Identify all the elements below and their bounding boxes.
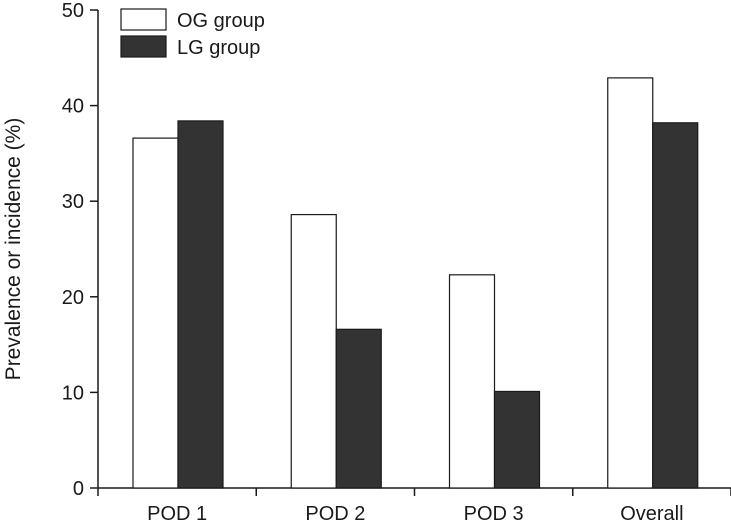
bar-og-pod-2 [290,213,337,489]
y-tick-label: 30 [62,191,84,213]
bar-og-overall [607,77,654,489]
bar-lg-pod-1 [177,120,224,489]
bar-lg-pod-2 [335,328,382,489]
legend: OG group LG group [120,8,265,59]
x-tick-label: Overall [620,503,683,525]
legend-label-og: OG group [177,10,265,32]
y-axis-title: Prevalence or incidence (%) [2,118,25,381]
x-tick-label: POD 3 [464,503,524,525]
bar-lg-pod-3 [493,390,541,489]
x-tick-label: POD 1 [147,503,207,525]
x-ticks: POD 1 POD 2 POD 3 Overall [97,488,731,525]
x-tick-label: POD 2 [305,503,365,525]
legend-swatch-lg [120,35,167,58]
legend-swatch-og [120,8,167,31]
bar-og-pod-3 [448,274,496,489]
bar-og-pod-1 [132,137,179,489]
y-tick-label: 10 [62,382,84,404]
bars [132,77,699,489]
y-ticks: 0 10 20 30 40 50 [62,0,98,500]
y-tick-label: 0 [73,478,84,500]
legend-label-lg: LG group [177,37,260,59]
y-tick-label: 40 [62,96,84,118]
y-tick-label: 20 [62,287,84,309]
y-tick-label: 50 [62,0,84,22]
bar-lg-overall [652,122,699,489]
